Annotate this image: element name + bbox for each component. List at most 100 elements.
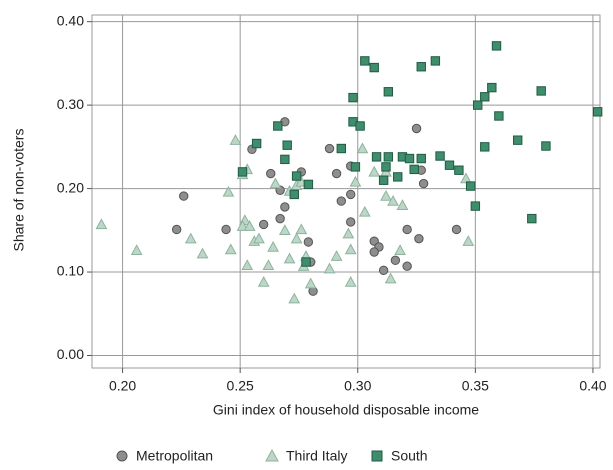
- point: [269, 177, 282, 189]
- point: [282, 140, 292, 150]
- point: [480, 142, 490, 152]
- point: [592, 107, 603, 117]
- x-tick-label: 0.35: [462, 378, 489, 394]
- point: [295, 223, 308, 235]
- point: [346, 189, 356, 200]
- point: [171, 224, 182, 235]
- point: [356, 142, 369, 154]
- legend-marker: [371, 450, 383, 462]
- point: [331, 168, 342, 179]
- point: [527, 213, 537, 224]
- point: [384, 272, 397, 284]
- point: [435, 151, 445, 161]
- point: [390, 255, 401, 266]
- point: [323, 262, 336, 274]
- point: [221, 224, 231, 235]
- point: [430, 56, 441, 66]
- point: [336, 143, 346, 154]
- point: [280, 154, 290, 165]
- point: [460, 172, 472, 184]
- point: [387, 195, 399, 206]
- point: [344, 243, 357, 255]
- y-tick-label: 0.40: [57, 12, 84, 28]
- x-tick-label: 0.25: [227, 378, 254, 394]
- point: [278, 224, 291, 236]
- legend-marker: [116, 450, 128, 462]
- point: [241, 259, 254, 271]
- point: [378, 175, 389, 185]
- point: [330, 250, 343, 261]
- point: [266, 168, 276, 179]
- point: [404, 153, 415, 164]
- point: [304, 277, 317, 289]
- point: [470, 201, 481, 211]
- point: [394, 244, 406, 256]
- point: [262, 259, 275, 271]
- point: [473, 100, 483, 110]
- point: [536, 86, 546, 96]
- point: [251, 138, 262, 149]
- point: [229, 134, 242, 145]
- point: [355, 121, 365, 131]
- point: [512, 135, 523, 145]
- legend-label: Metropolitan: [136, 448, 213, 464]
- point: [451, 224, 462, 235]
- point: [342, 227, 355, 239]
- point: [303, 237, 314, 247]
- point: [416, 62, 426, 72]
- point: [487, 82, 497, 93]
- point: [130, 244, 143, 256]
- x-axis-label: Gini index of household disposable incom…: [213, 402, 479, 418]
- point: [344, 275, 357, 287]
- x-tick-label: 0.30: [344, 378, 371, 394]
- point: [409, 164, 419, 175]
- point: [196, 247, 209, 259]
- point: [301, 257, 311, 267]
- point: [291, 171, 302, 181]
- point: [393, 172, 403, 182]
- point: [402, 224, 412, 235]
- point: [253, 232, 265, 244]
- y-tick-label: 0.10: [57, 263, 84, 279]
- point: [411, 123, 422, 134]
- point: [380, 190, 392, 201]
- point: [418, 178, 429, 189]
- point: [283, 252, 296, 264]
- point: [402, 261, 412, 271]
- y-tick-label: 0.20: [57, 179, 84, 195]
- point: [267, 240, 279, 252]
- point: [275, 213, 285, 224]
- point: [358, 205, 371, 217]
- point: [369, 62, 379, 73]
- point: [491, 41, 502, 51]
- point: [273, 121, 283, 131]
- point: [237, 167, 248, 177]
- point: [480, 92, 490, 102]
- point: [349, 175, 362, 187]
- point: [378, 265, 389, 276]
- point: [396, 199, 409, 210]
- point: [324, 143, 335, 154]
- point: [303, 179, 314, 190]
- legend-label: Third Italy: [286, 448, 347, 464]
- point: [465, 181, 476, 191]
- point: [360, 56, 370, 66]
- point: [184, 232, 197, 244]
- point: [280, 202, 290, 212]
- point: [383, 87, 394, 97]
- y-tick-label: 0.30: [57, 96, 84, 112]
- point: [243, 220, 256, 231]
- point: [371, 152, 382, 162]
- point: [336, 196, 346, 206]
- legend-label: South: [391, 448, 428, 464]
- y-axis-label: Share of non-voters: [11, 129, 27, 252]
- point: [494, 111, 504, 121]
- point: [541, 141, 551, 151]
- point: [289, 189, 299, 200]
- point: [290, 232, 303, 244]
- point: [416, 153, 426, 164]
- point: [381, 162, 391, 172]
- x-tick-label: 0.20: [109, 378, 136, 394]
- point: [414, 233, 424, 244]
